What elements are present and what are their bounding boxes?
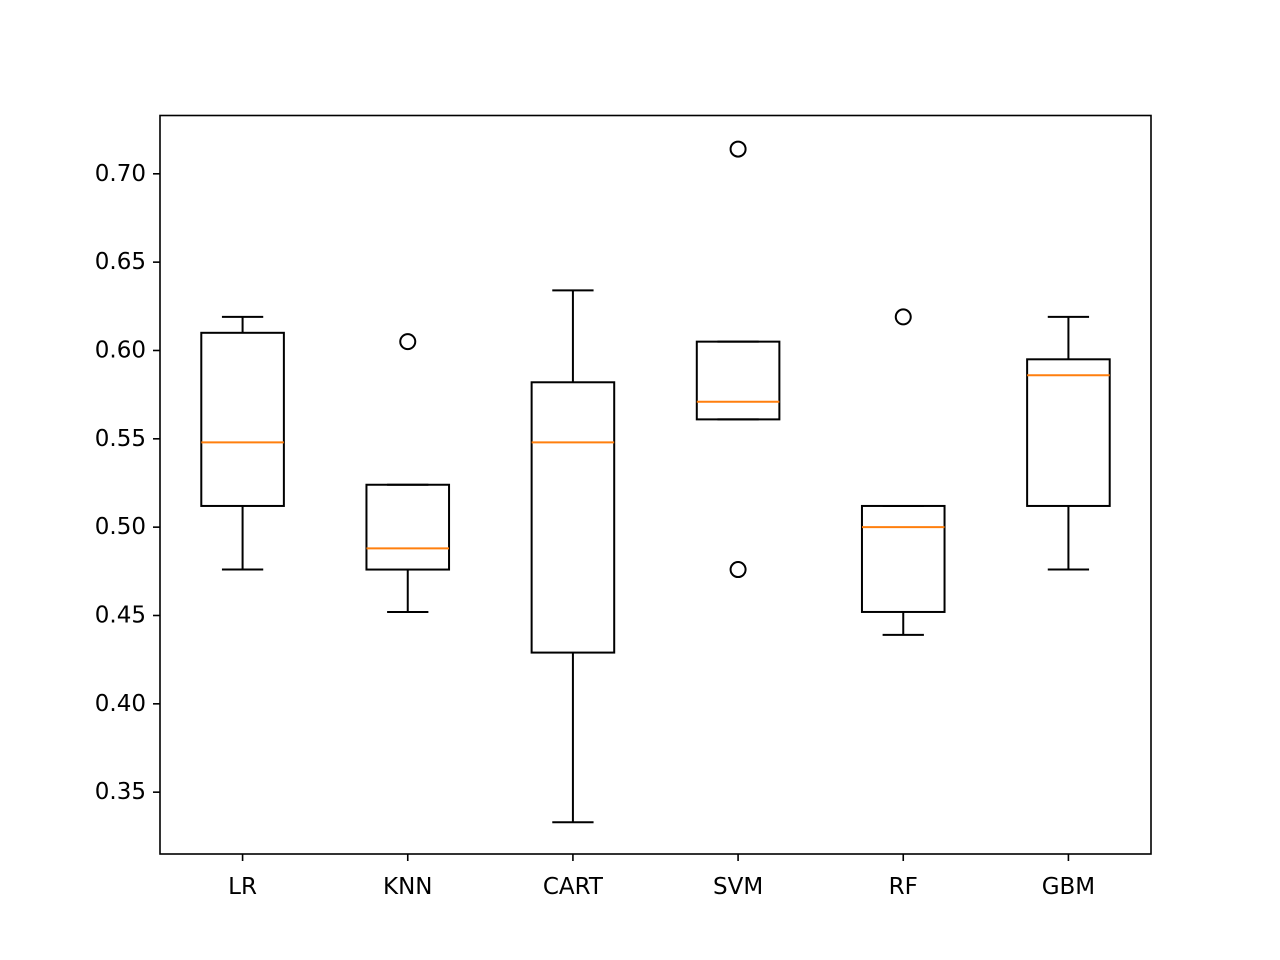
y-tick-label: 0.40	[95, 691, 146, 717]
box-body	[200, 331, 285, 507]
box-lr	[200, 315, 285, 571]
box-svm	[695, 140, 781, 579]
box-knn	[365, 333, 451, 613]
x-tick-label: KNN	[383, 874, 433, 900]
y-tick-label: 0.70	[95, 161, 146, 187]
y-tick-label: 0.55	[95, 426, 146, 452]
box-body	[365, 483, 451, 571]
y-tick-label: 0.45	[95, 602, 146, 628]
x-tick-label: CART	[543, 874, 604, 900]
y-tick-label: 0.60	[95, 337, 146, 363]
y-tick-label: 0.65	[95, 249, 146, 275]
x-tick-label: RF	[889, 874, 918, 900]
x-tick-label: SVM	[713, 874, 763, 900]
box-cart	[530, 289, 616, 824]
y-axis: 0.35 0.40 0.45 0.50 0.55 0.60 0.65 0.70	[95, 161, 160, 805]
box-gbm	[1026, 315, 1111, 571]
x-tick-label: LR	[228, 874, 257, 900]
box-series	[200, 140, 1111, 824]
box-rf	[860, 308, 946, 636]
outlier-point	[729, 561, 747, 579]
x-axis: LR KNN CART SVM RF GBM	[228, 854, 1095, 900]
plot-frame	[159, 114, 1152, 855]
box-body	[860, 504, 946, 613]
box-body	[695, 340, 781, 421]
outlier-point	[729, 140, 747, 158]
y-tick-label: 0.50	[95, 514, 146, 540]
x-tick-label: GBM	[1042, 874, 1095, 900]
outlier-point	[894, 308, 912, 326]
box-body	[1026, 358, 1111, 507]
box-body	[530, 381, 616, 654]
outlier-point	[399, 333, 417, 351]
y-tick-label: 0.35	[95, 779, 146, 805]
